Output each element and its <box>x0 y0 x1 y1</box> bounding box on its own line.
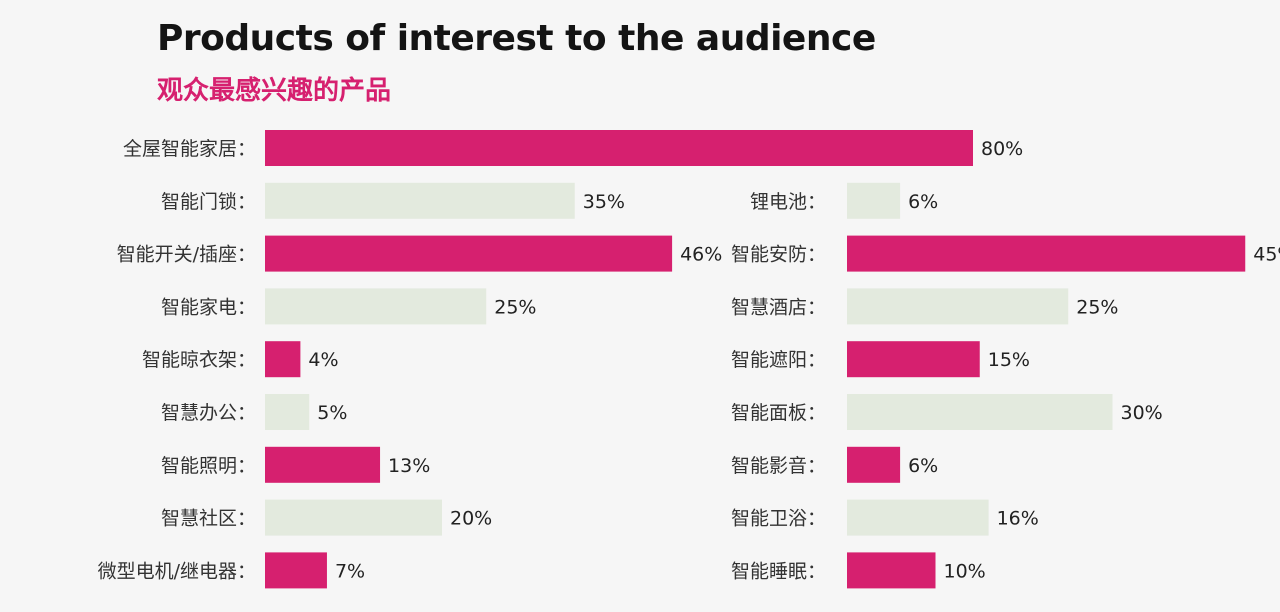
bar-智能安防 <box>847 235 1246 272</box>
value-label: 13% <box>388 455 430 477</box>
category-label: 智能晾衣架： <box>142 349 256 371</box>
category-label: 智慧办公： <box>161 402 256 424</box>
category-label: 智能睡眠： <box>731 560 826 582</box>
bar-智慧酒店 <box>847 288 1069 325</box>
value-label: 5% <box>317 402 347 424</box>
category-label: 智能开关/插座： <box>117 244 256 266</box>
value-label: 35% <box>583 191 625 213</box>
value-label: 4% <box>308 349 338 371</box>
category-label: 智能面板： <box>731 402 826 424</box>
category-label: 微型电机/继电器： <box>98 560 256 582</box>
bar-智能遮阳 <box>847 341 980 378</box>
value-label: 6% <box>908 191 938 213</box>
value-label: 25% <box>1076 296 1118 318</box>
bar-智能照明 <box>265 446 381 483</box>
value-label: 30% <box>1121 402 1163 424</box>
value-label: 10% <box>944 560 986 582</box>
value-label: 6% <box>908 455 938 477</box>
category-label: 智能家电： <box>161 296 256 318</box>
chart-title: Products of interest to the audience <box>157 18 876 59</box>
bar-智能开关/插座 <box>265 235 673 272</box>
value-label: 25% <box>494 296 536 318</box>
value-label: 16% <box>997 508 1039 530</box>
bar-智能家电 <box>265 288 487 325</box>
category-label: 智能安防： <box>731 244 826 266</box>
value-label: 80% <box>981 138 1023 160</box>
bar-智慧办公 <box>265 394 310 430</box>
bar-智能晾衣架 <box>265 341 301 378</box>
value-label: 7% <box>335 560 365 582</box>
category-label: 智慧酒店： <box>731 296 826 318</box>
category-label: 智能影音： <box>731 455 826 477</box>
category-label: 锂电池： <box>750 191 826 213</box>
bar-智慧社区 <box>265 499 442 536</box>
value-label: 46% <box>680 244 722 266</box>
category-label: 全屋智能家居： <box>123 138 256 160</box>
value-label: 15% <box>988 349 1030 371</box>
chart-subtitle: 观众最感兴趣的产品 <box>157 76 392 106</box>
bar-锂电池 <box>847 182 901 219</box>
category-label: 智能遮阳： <box>731 349 826 371</box>
bar-智能面板 <box>847 394 1113 430</box>
category-label: 智能门锁： <box>161 191 256 213</box>
bar-智能影音 <box>847 446 901 483</box>
category-label: 智能卫浴： <box>731 508 826 530</box>
value-label: 45% <box>1253 244 1280 266</box>
value-label: 20% <box>450 508 492 530</box>
bar-智能门锁 <box>265 182 575 219</box>
bar-智能卫浴 <box>847 499 989 536</box>
bar-全屋智能家居 <box>265 130 973 166</box>
category-label: 智慧社区： <box>161 508 256 530</box>
bar-智能睡眠 <box>847 552 936 589</box>
bar-微型电机/继电器 <box>265 552 327 589</box>
category-label: 智能照明： <box>161 455 256 477</box>
